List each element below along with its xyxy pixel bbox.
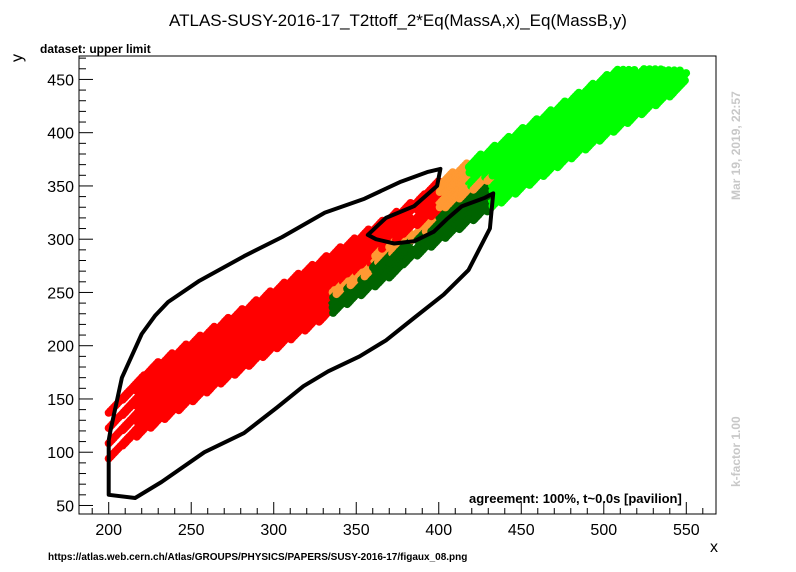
data-point — [680, 76, 689, 85]
y-tick-label: 450 — [47, 72, 74, 89]
x-axis: 200 250 300 350 400 450 500 550 — [91, 502, 704, 539]
agreement-label: agreement: 100%, t~0.0s [pavilion] — [469, 491, 682, 506]
x-tick-label: 400 — [425, 522, 452, 539]
y-tick-label: 50 — [56, 498, 74, 515]
x-tick-label: 300 — [260, 522, 287, 539]
x-tick-label: 250 — [178, 522, 205, 539]
source-url: https://atlas.web.cern.ch/Atlas/GROUPS/P… — [48, 552, 467, 563]
y-axis: 50 100 150 200 250 300 350 400 450 — [47, 57, 93, 515]
data-point — [675, 66, 684, 75]
y-tick-label: 150 — [47, 392, 74, 409]
y-tick-label: 300 — [47, 232, 74, 249]
data-point — [630, 66, 639, 74]
data-points — [104, 65, 691, 463]
x-tick-label: 550 — [673, 522, 700, 539]
data-point — [682, 69, 691, 78]
x-tick-label: 450 — [508, 522, 535, 539]
chart-title: ATLAS-SUSY-2016-17_T2ttoff_2*Eq(MassA,x)… — [169, 11, 627, 30]
dataset-label: dataset: upper limit — [40, 42, 151, 56]
y-tick-label: 100 — [47, 445, 74, 462]
y-tick-label: 350 — [47, 179, 74, 196]
exclusion-contour — [106, 166, 496, 500]
kfactor-label: k-factor 1.00 — [729, 416, 743, 487]
y-tick-label: 200 — [47, 339, 74, 356]
timestamp-label: Mar 19, 2019, 22:57 — [729, 91, 743, 200]
data-point — [656, 65, 665, 74]
x-tick-label: 200 — [95, 522, 122, 539]
x-tick-label: 500 — [590, 522, 617, 539]
x-axis-label: x — [710, 539, 718, 556]
y-axis-label: y — [9, 54, 26, 62]
plot-frame — [78, 55, 717, 515]
y-tick-label: 400 — [47, 126, 74, 143]
x-tick-label: 350 — [343, 522, 370, 539]
y-tick-label: 250 — [47, 285, 74, 302]
